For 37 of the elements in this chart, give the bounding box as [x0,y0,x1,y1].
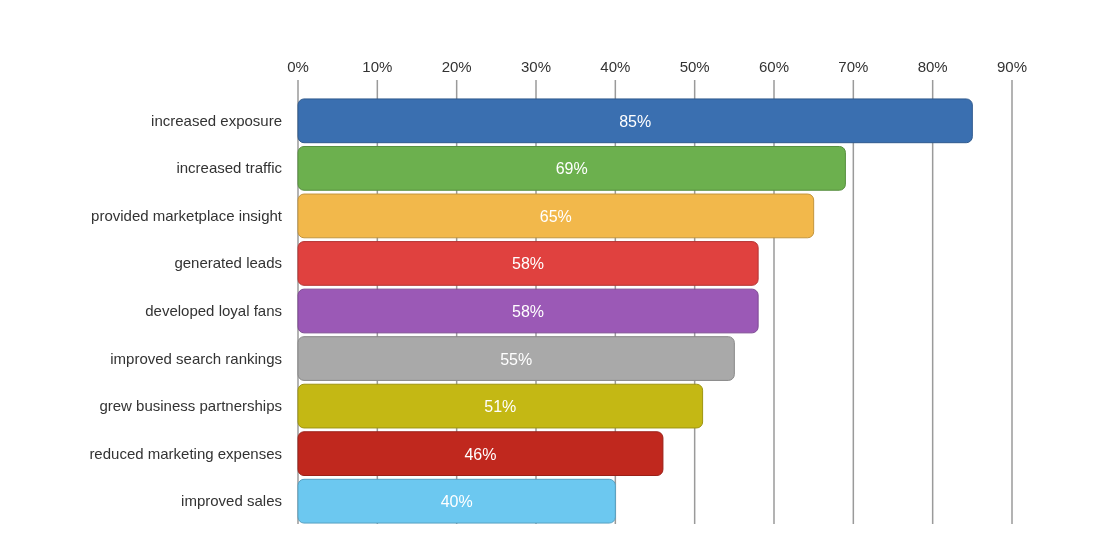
y-tick-label: grew business partnerships [99,397,282,415]
x-tick-label: 10% [362,58,393,75]
bar [297,193,815,239]
data-label: 40% [440,493,473,511]
bar [297,146,846,191]
data-label: 69% [555,160,588,178]
y-tick-label: provided marketplace insight [91,206,283,224]
y-tick-label: generated leads [174,254,282,272]
x-tick-label: 70% [838,58,869,75]
data-label: 65% [539,207,572,225]
y-tick-label: improved search rankings [110,349,282,367]
bar [297,288,759,334]
x-tick-label: 30% [520,58,552,75]
data-label: 58% [512,303,545,320]
x-tick-label: 60% [758,58,790,75]
bar [297,431,664,476]
bar [297,336,735,381]
x-tick-label: 80% [917,58,948,75]
bar [297,478,616,524]
x-tick-label: 0% [287,58,309,75]
bar [297,383,704,429]
data-label: 51% [484,398,517,416]
data-label: 46% [464,445,497,463]
x-tick-label: 90% [996,58,1028,75]
data-label: 58% [512,255,545,273]
y-tick-label: improved sales [181,492,282,510]
bar [297,241,759,286]
bar [297,98,973,144]
x-tick-label: 40% [600,58,631,75]
data-label: 85% [619,112,652,130]
y-tick-label: reduced marketing expenses [89,444,282,462]
y-tick-label: developed loyal fans [145,302,282,319]
data-label: 55% [500,350,533,368]
y-tick-label: increased exposure [151,111,282,129]
x-tick-label: 50% [679,58,710,75]
x-tick-label: 20% [441,58,472,75]
y-tick-label: increased traffic [176,159,283,177]
